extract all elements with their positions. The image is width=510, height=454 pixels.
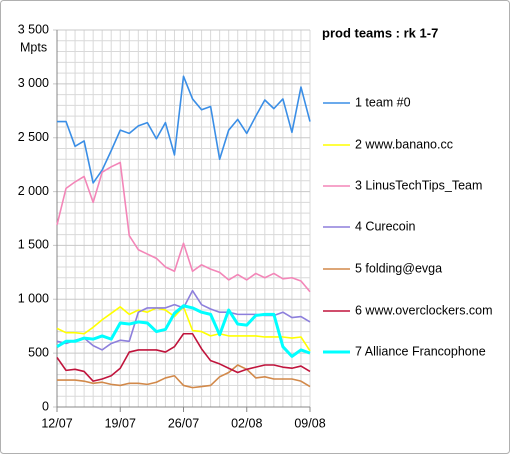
- legend-label: 4 Curecoin: [355, 219, 415, 233]
- legend-label: 3 LinusTechTips_Team: [355, 178, 482, 192]
- legend-label: 7 Alliance Francophone: [355, 344, 486, 358]
- y-tick-label: 0: [42, 399, 49, 413]
- x-tick-label: 19/07: [105, 416, 136, 430]
- series-line: [56, 161, 311, 293]
- y-tick-label: 3 500: [18, 22, 49, 36]
- series-line: [56, 332, 311, 382]
- legend-label: 5 folding@evga: [355, 261, 442, 275]
- y-axis-label: Mpts: [20, 40, 47, 54]
- legend-label: 6 www.overclockers.com: [355, 303, 493, 317]
- y-tick-label: 1 000: [18, 292, 49, 306]
- y-tick-label: 3 000: [18, 76, 49, 90]
- x-tick-label: 12/07: [41, 416, 72, 430]
- chart-title: prod teams : rk 1-7: [322, 25, 438, 40]
- series-line: [57, 75, 311, 184]
- legend-label: 1 team #0: [355, 95, 411, 109]
- series-line: [57, 364, 311, 389]
- legend-label: 2 www.banano.cc: [355, 137, 453, 151]
- x-tick-label: 02/08: [231, 416, 262, 430]
- x-tick-label: 26/07: [168, 416, 199, 430]
- series-line: [56, 304, 311, 358]
- x-tick-label: 09/08: [294, 416, 325, 430]
- y-tick-label: 500: [28, 345, 49, 359]
- y-tick-label: 1 500: [18, 238, 49, 252]
- y-tick-label: 2 500: [18, 130, 49, 144]
- y-tick-label: 2 000: [18, 184, 49, 198]
